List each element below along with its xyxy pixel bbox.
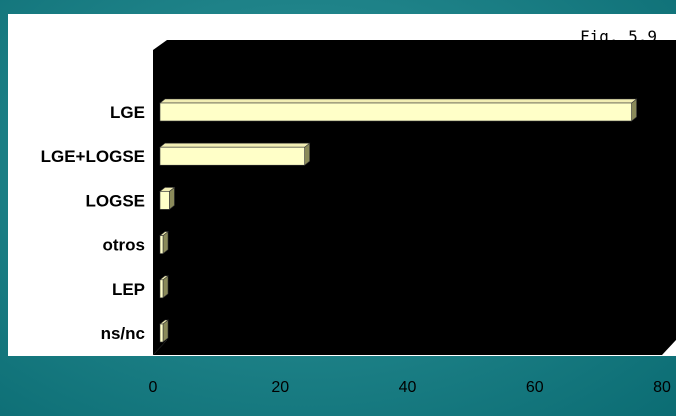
bar-otros [159, 230, 169, 255]
bar-front-face [159, 235, 164, 254]
bar-front-face [159, 323, 164, 343]
bar-logse [159, 186, 176, 211]
bar-top-face [159, 142, 311, 148]
plot-floor [153, 340, 676, 355]
category-label: LGE+LOGSE [41, 147, 145, 166]
bars-group [159, 98, 638, 343]
category-label: LGE [110, 103, 145, 122]
category-label: ns/nc [101, 324, 145, 343]
x-tick-label: 0 [149, 379, 158, 396]
bar-top-face [159, 98, 638, 104]
figure-label: Fig. 5.9 [580, 27, 657, 46]
plot-back-wall [167, 40, 676, 340]
x-tick-label: 80 [653, 379, 671, 396]
bar-ns-nc [159, 319, 169, 343]
bar-lge [159, 98, 638, 122]
category-labels: LGE LGE+LOGSE LOGSE otros LEP ns/nc [41, 103, 145, 343]
bar-lge-logse [159, 142, 311, 166]
category-label: otros [103, 236, 146, 255]
x-tick-label: 40 [399, 379, 417, 396]
category-label: LOGSE [85, 191, 145, 210]
bar-front-face [159, 279, 164, 299]
x-tick-label: 20 [271, 379, 289, 396]
bar-front-face [159, 146, 305, 166]
x-tick-label: 60 [526, 379, 544, 396]
bar-front-face [159, 191, 170, 210]
x-axis-ticks: 0 20 40 60 80 [149, 379, 671, 396]
bar-front-face [159, 102, 632, 122]
category-label: LEP [112, 280, 145, 299]
bar-lep [159, 275, 169, 299]
